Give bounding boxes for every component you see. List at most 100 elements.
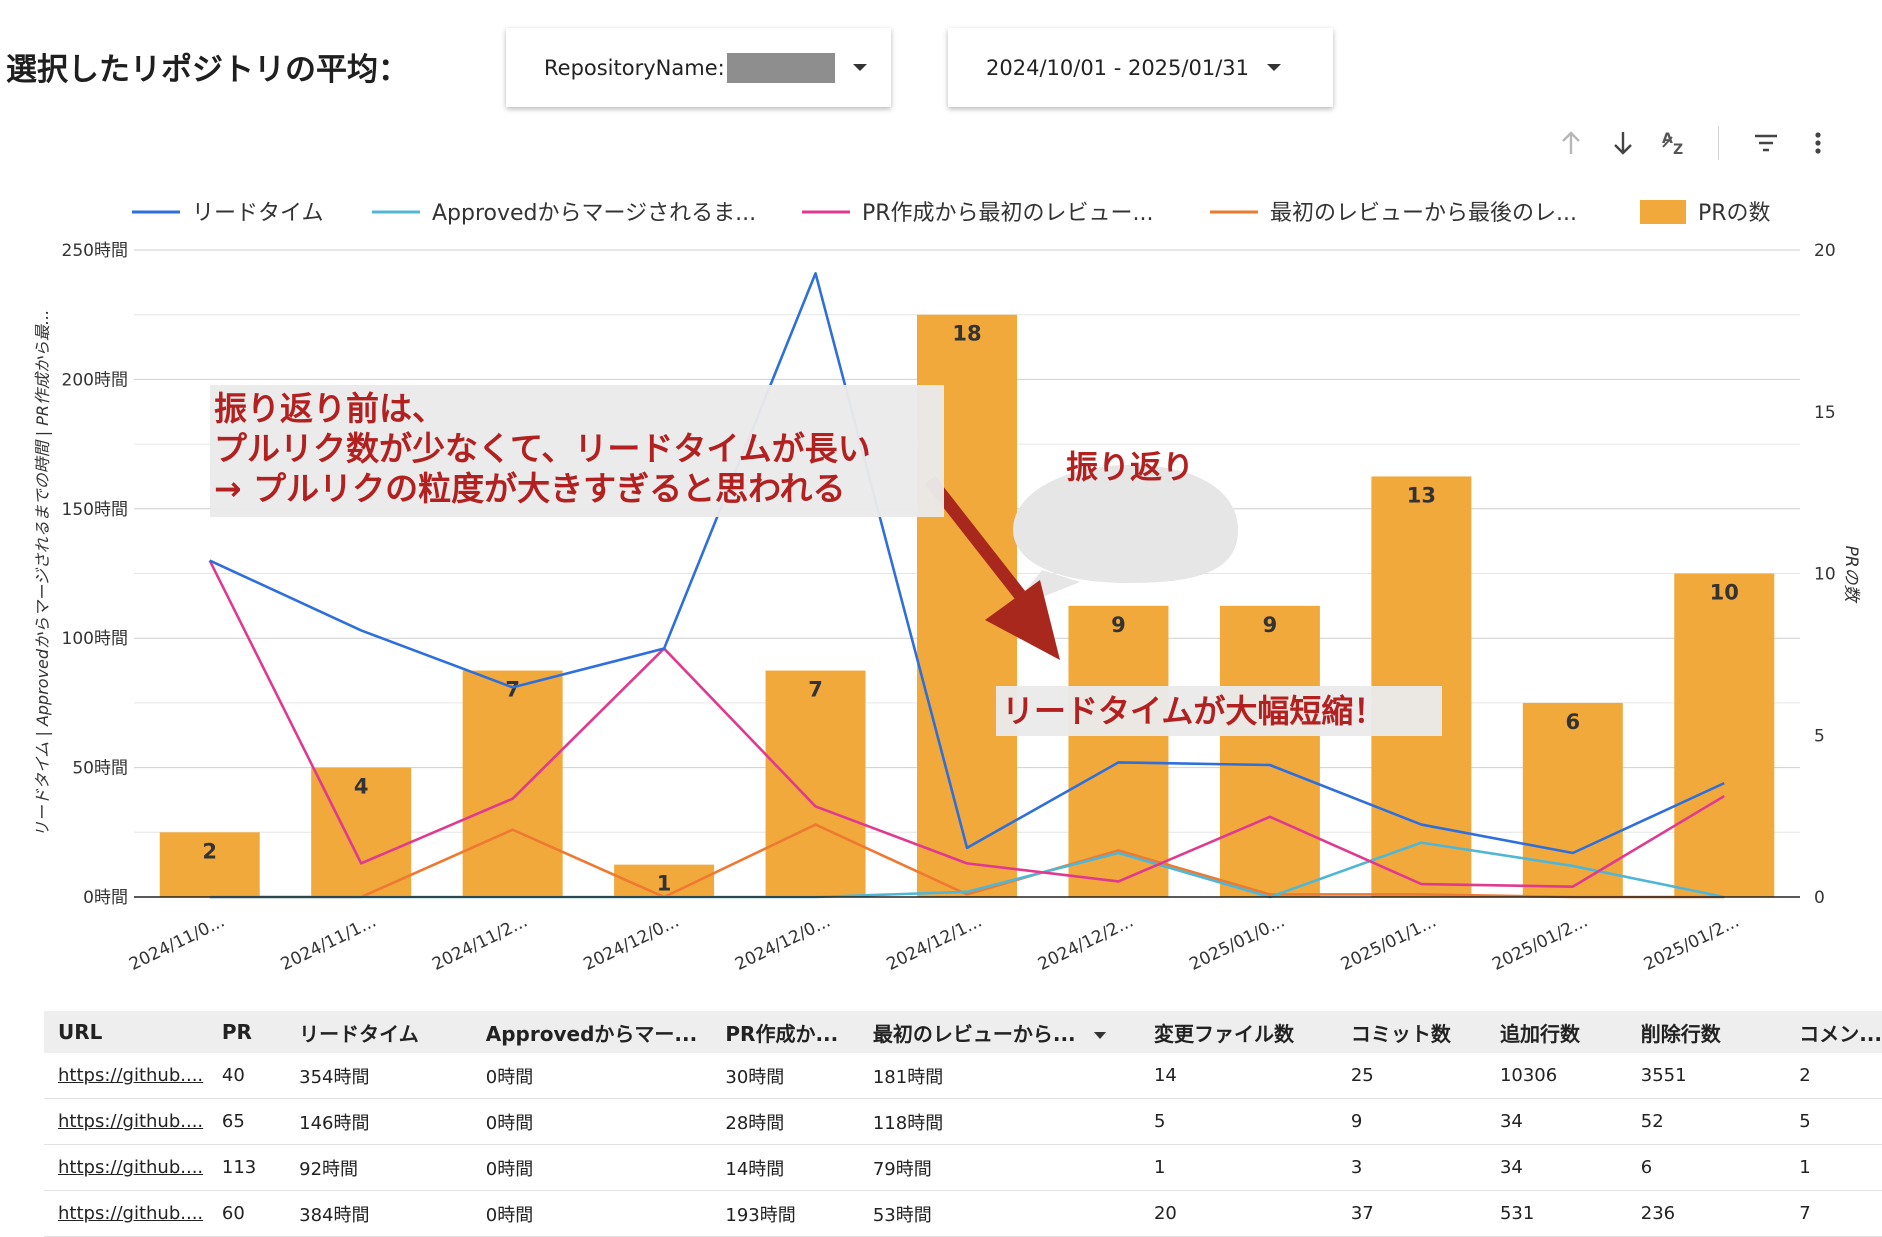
bar-pr-count [311, 767, 412, 897]
bar-pr-count [159, 832, 260, 897]
cell-pr: 60 [207, 1190, 286, 1237]
cell-lead-time: 146時間 [285, 1098, 472, 1145]
cell-changed-files: 5 [1139, 1098, 1337, 1145]
cell-additions: 10306 [1485, 1053, 1627, 1099]
sort-descending-icon [1093, 1031, 1106, 1039]
y-left-tick-label: 250時間 [62, 241, 128, 261]
cell-lead-time: 354時間 [285, 1053, 472, 1099]
legend-label: PR作成から最初のレビュー... [862, 201, 1154, 226]
chevron-down-icon [1267, 64, 1282, 71]
cell-lead-time: 92時間 [285, 1144, 472, 1191]
column-header-deletions[interactable]: 削除行数 [1626, 1011, 1786, 1053]
y-left-tick-label: 50時間 [72, 759, 128, 779]
bar-pr-count [462, 670, 563, 897]
cell-comments: 7 [1785, 1190, 1882, 1237]
column-header-lead-time[interactable]: リードタイム [285, 1011, 472, 1053]
table-row: https://github.... 60 384時間 0時間 193時間 53… [44, 1190, 1882, 1237]
toolbar-divider [1718, 126, 1719, 160]
sort-ascending-icon[interactable] [1556, 126, 1586, 160]
y-left-tick-label: 200時間 [62, 370, 128, 390]
cell-first-to-last-review: 118時間 [858, 1098, 1140, 1145]
column-header-pr-to-first-review[interactable]: PR作成か... [711, 1011, 859, 1053]
y-left-tick-label: 150時間 [62, 500, 128, 520]
annotation-line-3: → プルリクの粒度が大きすぎると思われる [214, 469, 846, 508]
sort-descending-icon[interactable] [1608, 126, 1638, 160]
column-header-url[interactable]: URL [44, 1011, 208, 1053]
cell-first-to-last-review: 79時間 [858, 1144, 1140, 1191]
column-header-approved-to-merge[interactable]: Approvedからマー... [471, 1011, 712, 1053]
date-range-label: 2024/10/01 - 2025/01/31 [986, 55, 1250, 80]
bar-pr-count [765, 670, 866, 897]
x-tick-label: 2024/12/2... [1035, 912, 1137, 975]
cell-commits: 25 [1336, 1053, 1486, 1099]
more-vert-icon[interactable] [1803, 126, 1833, 160]
bar-value-label: 9 [1263, 613, 1278, 637]
series-line [209, 823, 1725, 899]
cell-approved-to-merge: 0時間 [471, 1144, 712, 1191]
page-title: 選択したリポジトリの平均： [6, 52, 409, 88]
bar-pr-count [1068, 605, 1169, 897]
column-header-pr[interactable]: PR [207, 1011, 286, 1053]
table-row: https://github.... 113 92時間 0時間 14時間 79時… [44, 1144, 1882, 1191]
column-header-comments[interactable]: コメン... [1785, 1011, 1882, 1053]
column-header-commits[interactable]: コミット数 [1336, 1011, 1486, 1053]
cell-additions: 34 [1485, 1144, 1627, 1191]
arrow-shaft [924, 475, 1026, 600]
cell-pr: 65 [207, 1098, 286, 1145]
pr-table: URL PR リードタイム Approvedからマー... PR作成か... 最… [44, 1011, 1882, 1237]
bar-pr-count [1219, 605, 1320, 897]
legend-label: リードタイム [192, 201, 324, 226]
legend-label: 最初のレビューから最後のレ... [1270, 201, 1577, 226]
column-header-changed-files[interactable]: 変更ファイル数 [1139, 1011, 1337, 1053]
x-tick-label: 2024/12/0... [732, 912, 834, 975]
annotation-lead-time-improved: リードタイムが大幅短縮！ [996, 686, 1442, 736]
series-line [208, 559, 1725, 888]
x-tick-label: 2025/01/2... [1489, 912, 1591, 975]
table-row: https://github.... 65 146時間 0時間 28時間 118… [44, 1098, 1882, 1145]
speech-bubble [1013, 465, 1238, 583]
cell-comments: 5 [1785, 1098, 1882, 1145]
bar-value-label: 7 [808, 678, 823, 702]
bar-value-label: 7 [505, 678, 520, 702]
y-left-tick-label: 0時間 [83, 888, 128, 908]
cell-lead-time: 384時間 [285, 1190, 472, 1237]
bar-value-label: 9 [1111, 613, 1126, 637]
cell-url[interactable]: https://github.... [44, 1190, 208, 1237]
cell-url[interactable]: https://github.... [44, 1053, 208, 1099]
cell-approved-to-merge: 0時間 [471, 1053, 712, 1099]
annotation-before-retrospective: 振り返り前は、 プルリク数が少なくて、リードタイムが長い → プルリクの粒度が大… [210, 385, 944, 517]
x-tick-label: 2025/01/1... [1338, 912, 1440, 975]
column-header-additions[interactable]: 追加行数 [1485, 1011, 1627, 1053]
date-range-dropdown[interactable]: 2024/10/01 - 2025/01/31 [948, 28, 1333, 107]
cell-commits: 9 [1336, 1098, 1486, 1145]
column-header-first-to-last-review[interactable]: 最初のレビューから... [858, 1011, 1140, 1053]
cell-pr-to-first-review: 14時間 [711, 1144, 859, 1191]
repository-dropdown[interactable]: RepositoryName: [506, 28, 891, 107]
y-left-axis-title: リードタイム | Approvedからマージされるまでの時間 | PR作成から最… [33, 310, 52, 838]
cell-additions: 531 [1485, 1190, 1627, 1237]
arrow-head [985, 580, 1060, 660]
cell-changed-files: 14 [1139, 1053, 1337, 1099]
chevron-down-icon [852, 64, 867, 71]
y-right-tick-label: 15 [1814, 403, 1836, 423]
annotation-line-2: プルリク数が少なくて、リードタイムが長い [214, 429, 871, 468]
cell-commits: 3 [1336, 1144, 1486, 1191]
cell-url[interactable]: https://github.... [44, 1098, 208, 1145]
filter-icon[interactable] [1751, 126, 1781, 160]
cell-additions: 34 [1485, 1098, 1627, 1145]
bar-value-label: 2 [202, 839, 217, 863]
bar-value-label: 13 [1407, 483, 1436, 507]
table-row: https://github.... 40 354時間 0時間 30時間 181… [44, 1053, 1882, 1099]
cell-url[interactable]: https://github.... [44, 1144, 208, 1191]
cell-pr-to-first-review: 193時間 [711, 1190, 859, 1237]
x-tick-label: 2025/01/2... [1641, 912, 1743, 975]
bar-value-label: 4 [354, 775, 369, 799]
retrospective-bubble-label: 振り返り [1065, 448, 1194, 486]
bar-value-label: 18 [952, 322, 981, 346]
cell-approved-to-merge: 0時間 [471, 1098, 712, 1145]
legend-label: PRの数 [1698, 201, 1771, 226]
svg-text:A: A [1662, 131, 1673, 147]
cell-pr: 40 [207, 1053, 286, 1099]
